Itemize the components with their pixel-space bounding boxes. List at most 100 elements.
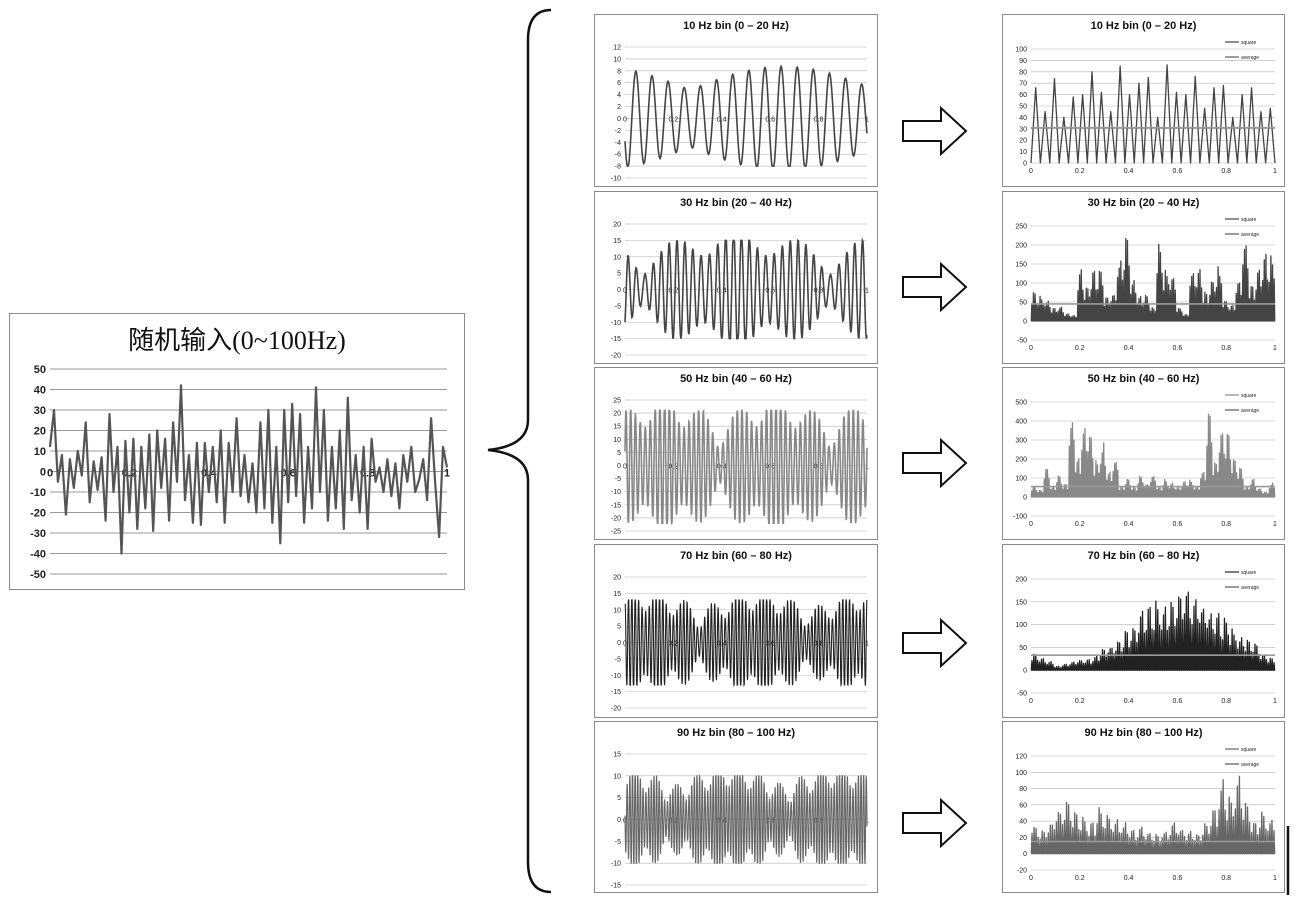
- y-tick-label: -100: [1013, 514, 1027, 521]
- y-tick-label: 50: [1019, 104, 1027, 111]
- arrow-right-icon: [902, 617, 968, 669]
- x-tick-label: 0.6: [765, 288, 775, 295]
- legend-square-label: square: [1241, 393, 1257, 399]
- x-tick-label: 0.2: [1075, 345, 1085, 352]
- y-tick-label: 10: [613, 773, 621, 780]
- y-tick-label: -4: [615, 140, 621, 147]
- y-tick-label: 40: [34, 385, 46, 397]
- y-tick-label: 8: [617, 68, 621, 75]
- y-tick-label: -20: [611, 353, 621, 360]
- arrow-right-icon: [902, 261, 968, 313]
- y-tick-label: 0: [617, 463, 621, 470]
- y-tick-label: -15: [611, 689, 621, 696]
- y-tick-label: 10: [613, 607, 621, 614]
- bin70-chart-card: 70 Hz bin (60 – 80 Hz) 20 15 10 5 0 -5 -10 -15 -2…: [594, 544, 878, 718]
- x-tick-label: 0.8: [1221, 345, 1231, 352]
- x-tick-label: 1: [865, 641, 869, 648]
- y-tick-label: 100: [1015, 47, 1027, 54]
- y-tick-label: 100: [1015, 281, 1027, 288]
- y-tick-label: 80: [1019, 786, 1027, 793]
- chart-title: 70 Hz bin (60 – 80 Hz): [1088, 550, 1200, 562]
- y-tick-label: -5: [615, 476, 621, 483]
- x-tick-label: 0.2: [669, 288, 679, 295]
- input-chart: 随机输入(0~100Hz)50403020100-10-20-30-40-500…: [30, 326, 450, 581]
- y-tick-label: 0: [617, 116, 621, 123]
- x-tick-label: 0.6: [1173, 521, 1183, 528]
- chart-title: 10 Hz bin (0 – 20 Hz): [1091, 20, 1197, 32]
- bin50-chart: 50 Hz bin (40 – 60 Hz)2520151050-5-10-15…: [611, 373, 869, 536]
- square-series: [1030, 64, 1276, 164]
- bin30-square-chart-card: 30 Hz bin (20 – 40 Hz) 250 200 150 100 50 0 -50…: [1002, 191, 1285, 364]
- y-tick-label: -30: [30, 528, 46, 540]
- bin10-chart-card: 10 Hz bin (0 – 20 Hz) 12 10 8 6 4 2 0 -2 -4 -6 -8 -1…: [594, 14, 878, 187]
- y-tick-label: -20: [30, 508, 46, 520]
- y-tick-label: 50: [34, 364, 46, 376]
- y-tick-label: 150: [1015, 262, 1027, 269]
- x-tick-label: 0.4: [1124, 521, 1134, 528]
- x-tick-label: 0: [623, 464, 627, 471]
- legend-average-label: average: [1241, 585, 1259, 591]
- y-tick-label: -8: [615, 164, 621, 171]
- y-tick-label: 100: [1015, 476, 1027, 483]
- x-tick-label: 1: [1273, 698, 1277, 705]
- y-tick-label: -40: [30, 549, 46, 561]
- y-tick-label: 200: [1015, 577, 1027, 584]
- y-tick-label: 20: [34, 426, 46, 438]
- y-tick-label: -15: [611, 883, 621, 890]
- x-tick-label: 0.8: [1221, 698, 1231, 705]
- series-line: [48, 384, 449, 555]
- y-tick-label: 15: [613, 238, 621, 245]
- y-tick-label: 0: [1023, 851, 1027, 858]
- y-tick-label: 50: [1019, 300, 1027, 307]
- y-tick-label: -5: [615, 303, 621, 310]
- y-tick-label: 0: [40, 467, 46, 479]
- y-tick-label: 5: [617, 271, 621, 278]
- series-line: [624, 237, 868, 340]
- arrow-right-icon: [902, 797, 968, 849]
- y-tick-label: 200: [1015, 243, 1027, 250]
- bin90-chart-card: 90 Hz bin (80 – 100 Hz) 15 10 5 0 -5 -10 -15 0 0.…: [594, 721, 878, 893]
- x-tick-label: 0: [623, 288, 627, 295]
- x-tick-label: 0.2: [1075, 521, 1085, 528]
- y-tick-label: -50: [30, 569, 46, 581]
- y-tick-label: 10: [613, 437, 621, 444]
- x-tick-label: 0.6: [765, 641, 775, 648]
- series-line: [624, 599, 868, 688]
- y-tick-label: 0: [1023, 495, 1027, 502]
- y-tick-label: 60: [1019, 92, 1027, 99]
- x-tick-label: 0: [1029, 521, 1033, 528]
- y-tick-label: 15: [613, 752, 621, 759]
- y-tick-label: 0: [617, 640, 621, 647]
- arrow-right-icon: [902, 437, 968, 489]
- x-tick-label: 1: [1273, 345, 1277, 352]
- y-tick-label: 0: [1023, 161, 1027, 168]
- y-tick-label: -20: [1017, 868, 1027, 875]
- y-tick-label: -2: [615, 128, 621, 135]
- x-tick-label: 1: [1273, 875, 1277, 882]
- chart-title: 50 Hz bin (40 – 60 Hz): [1088, 373, 1200, 385]
- x-tick-label: 0.8: [814, 288, 824, 295]
- series-line: [624, 409, 868, 525]
- bin10-chart: 10 Hz bin (0 – 20 Hz)121086420-2-4-6-8-1…: [611, 20, 869, 183]
- x-tick-label: 0.6: [1173, 345, 1183, 352]
- bin10-square-chart: 10 Hz bin (0 – 20 Hz)1009080706050403020…: [1015, 20, 1277, 175]
- bin90-square-chart-card: 90 Hz bin (80 – 100 Hz) 120 100 80 60 40 20 0 -2…: [1002, 721, 1285, 893]
- legend-average-label: average: [1241, 232, 1259, 238]
- y-tick-label: -5: [615, 839, 621, 846]
- y-tick-label: 300: [1015, 438, 1027, 445]
- x-tick-label: 0.2: [1075, 875, 1085, 882]
- square-series: [1030, 775, 1276, 855]
- bin30-square-chart: 30 Hz bin (20 – 40 Hz)250200150100500-50…: [1015, 197, 1277, 352]
- y-tick-label: 30: [1019, 126, 1027, 133]
- y-tick-label: 200: [1015, 457, 1027, 464]
- legend-square-label: square: [1241, 217, 1257, 223]
- x-tick-label: 0.6: [1173, 168, 1183, 175]
- bin30-chart: 30 Hz bin (20 – 40 Hz)20151050-5-10-15-2…: [611, 197, 869, 360]
- square-series: [1030, 591, 1276, 671]
- y-tick-label: -10: [611, 673, 621, 680]
- x-tick-label: 0.6: [281, 468, 296, 480]
- y-tick-label: -10: [30, 487, 46, 499]
- y-tick-label: 5: [617, 795, 621, 802]
